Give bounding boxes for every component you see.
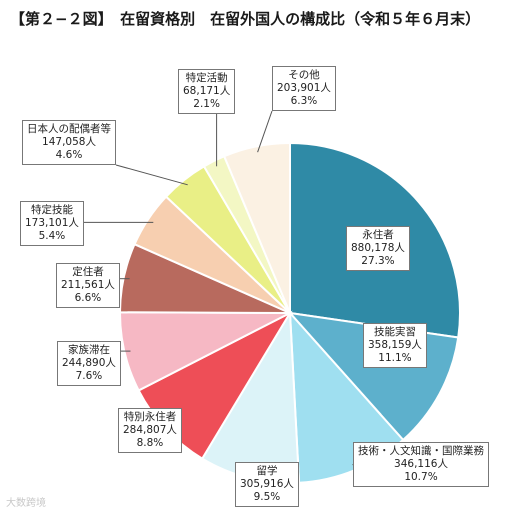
slice-label-name: 特定活動 — [185, 72, 228, 84]
slice-label-name: 日本人の配偶者等 — [27, 123, 111, 135]
slice-label-value-label: 147,058人 — [42, 136, 96, 148]
slice-label-percent: 6.3% — [290, 95, 318, 107]
slice-label: 日本人の配偶者等 147,058人 4.6% — [22, 120, 116, 165]
slice-label-percent: 4.6% — [55, 149, 83, 161]
slice-label-value-label: 173,101人 — [25, 217, 79, 229]
leader-line — [257, 110, 273, 153]
slice-label-percent: 27.3% — [361, 255, 395, 267]
slice-label-value-label: 284,807人 — [123, 424, 177, 436]
slice-label: 特定活動 68,171人 2.1% — [178, 69, 236, 114]
slice-label-name: 家族滞在 — [67, 344, 110, 356]
slice-label-value-label: 244,890人 — [62, 357, 116, 369]
slice-label-name: 留学 — [256, 465, 278, 477]
slice-label-percent: 11.1% — [378, 352, 412, 364]
slice-label-name: 技能実習 — [373, 326, 416, 338]
slice-label: 家族滞在 244,890人 7.6% — [57, 341, 121, 386]
slice-label-name: 永住者 — [362, 229, 394, 241]
chart-title: 【第２−２図】 在留資格別 在留外国人の構成比（令和５年６月末） — [10, 10, 481, 28]
watermark: 大数跨境 — [6, 498, 46, 509]
slice-label-name: 技術・人文知識・国際業務 — [358, 445, 484, 457]
slice-label-value-label: 358,159人 — [368, 339, 422, 351]
slice-label-percent: 7.6% — [75, 370, 103, 382]
slice-label: 特別永住者 284,807人 8.8% — [118, 408, 182, 453]
slice-label: 定住者 211,561人 6.6% — [56, 263, 120, 308]
slice-label: 特定技能 173,101人 5.4% — [20, 201, 84, 246]
slice-label-name: 定住者 — [72, 266, 104, 278]
slice-label-value-label: 203,901人 — [277, 82, 331, 94]
slice-label-value-label: 305,916人 — [240, 478, 294, 490]
pie-slice — [222, 141, 291, 314]
slice-label-value-label: 211,561人 — [61, 279, 115, 291]
slice-label-name: 特別永住者 — [123, 411, 177, 423]
slice-label-percent: 9.5% — [253, 491, 281, 503]
leader-line — [115, 164, 188, 186]
slice-label: 留学 305,916人 9.5% — [235, 462, 299, 507]
slice-label-percent: 6.6% — [74, 292, 102, 304]
slice-label-name: 特定技能 — [30, 204, 73, 216]
slice-label-name: その他 — [288, 69, 320, 81]
slice-label-percent: 8.8% — [136, 437, 164, 449]
slice-label: 永住者 880,178人 27.3% — [346, 226, 410, 271]
slice-label-value-label: 880,178人 — [351, 242, 405, 254]
slice-label-value-label: 346,116人 — [394, 458, 448, 470]
slice-label-percent: 2.1% — [193, 98, 220, 110]
slice-label-percent: 10.7% — [404, 471, 438, 483]
slice-label: 技術・人文知識・国際業務 346,116人 10.7% — [353, 442, 489, 487]
slice-label-percent: 5.4% — [38, 230, 66, 242]
slice-label: その他 203,901人 6.3% — [272, 66, 336, 111]
slice-label: 技能実習 358,159人 11.1% — [363, 323, 427, 368]
slice-label-value-label: 68,171人 — [183, 85, 231, 97]
